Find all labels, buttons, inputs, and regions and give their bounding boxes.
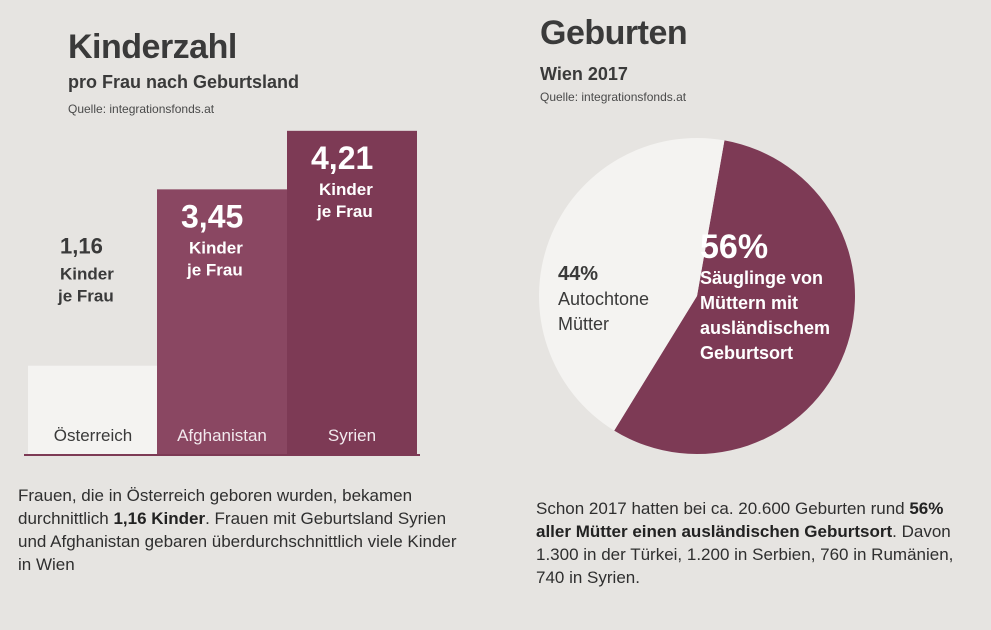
bar-chart-note: Frauen, die in Österreich geboren wurden… [18,484,458,576]
kinderzahl-panel: Kinderzahl pro Frau nach Geburtsland Que… [0,0,480,630]
pie-chart-subtitle: Wien 2017 [540,64,628,84]
geburten-panel: Geburten Wien 2017 Quelle: integrationsf… [500,0,991,630]
bar-note-bold: 1,16 Kinder [113,509,206,528]
bar-category-label-0: Österreich [54,426,132,445]
bar-note-part2: . Frauen mit Geburtsland Syrien und Afgh… [18,509,457,574]
pie-chart-source: Quelle: integrationsfonds.at [540,90,687,104]
bar-value-label-1: 3,45 [181,198,243,234]
pie-slice-0-label-line-0: Säuglinge von [700,268,823,288]
bar-unit-label-line2-2: je Frau [316,202,373,221]
bar-1 [157,189,287,455]
bar-unit-label-line2-1: je Frau [186,260,243,279]
pie-note-part1: Schon 2017 hatten bei ca. 20.600 Geburte… [536,499,910,518]
bar-0 [28,365,158,455]
bar-group-0: 1,16 Kinder je Frau Österreich [28,234,158,455]
pie-chart-title: Geburten [540,14,688,52]
pie-slice-1-pct-label: 44% [558,263,598,285]
pie-slice-0 [614,140,855,455]
bar-chart-subtitle: pro Frau nach Geburtsland [68,72,300,92]
pie-slice-0-label-line-1: Müttern mit [700,293,798,313]
bar-unit-label-line1-0: Kinder [60,265,114,284]
bar-value-label-2: 4,21 [311,140,373,176]
pie-slice-0-label-line-2: ausländischem [700,318,830,338]
bar-2 [287,130,417,455]
bar-group-1: 3,45 Kinder je Frau Afghanistan [157,189,287,455]
bar-group-2: 4,21 Kinder je Frau Syrien [287,130,417,455]
pie-slice-0-pct-label: 56% [700,228,768,266]
pie-note-bold: 56% aller Mütter einen ausländischen Geb… [536,499,944,541]
bar-chart: 1,16 Kinder je Frau Österreich 3,45 Kinder je … [24,130,420,456]
pie-chart: 56%Säuglinge von Müttern mit ausländischem… [539,138,855,455]
bar-value-label-0: 1,16 [60,234,103,259]
pie-slice-1-label-line-1: Mütter [558,314,609,334]
bar-category-label-2: Syrien [328,426,376,445]
bar-category-label-1: Afghanistan [177,426,267,445]
pie-chart-note: Schon 2017 hatten bei ca. 20.600 Geburte… [536,497,976,589]
pie-slice-0-label-line-3: Geburtsort [700,343,793,363]
bar-unit-label-line1-2: Kinder [319,180,373,199]
pie-slice-1-label-line-0: Autochtone [558,289,649,309]
bar-chart-source: Quelle: integrationsfonds.at [68,102,215,116]
bar-unit-label-line2-0: je Frau [57,287,114,306]
bar-note-part1: Frauen, die in Österreich geboren wurden… [18,486,413,528]
pie-slice-1 [539,138,725,431]
bar-unit-label-line1-1: Kinder [189,238,243,257]
bar-chart-title: Kinderzahl [68,28,237,66]
pie-note-part2: . Davon 1.300 in der Türkei, 1.200 in Se… [536,522,954,587]
